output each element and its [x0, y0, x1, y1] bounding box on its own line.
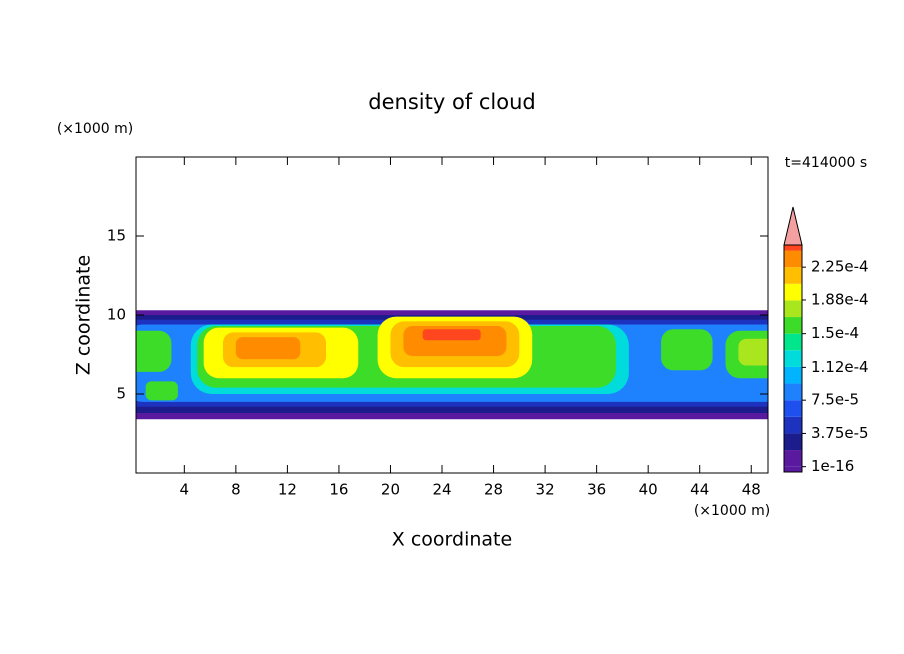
- contour-field: [136, 310, 768, 420]
- colorbar-bin: [784, 267, 802, 284]
- x-tick-label: 28: [484, 481, 503, 499]
- colorbar-frame: [783, 244, 803, 473]
- x-tick-label: 44: [690, 481, 709, 499]
- colorbar-bin: [784, 350, 802, 367]
- colorbar-bin: [784, 300, 802, 318]
- colorbar-tick-label: 2.25e-4: [811, 258, 869, 276]
- x-tick-label: 20: [381, 481, 400, 499]
- colorbar-bin: [784, 317, 802, 334]
- y-tick-label: 10: [107, 306, 126, 324]
- colorbar-tick-label: 3.75e-5: [811, 424, 869, 442]
- x-tick-label: 32: [536, 481, 555, 499]
- contour-fill: [661, 329, 713, 371]
- colorbar: 1e-16 3.75e-5 7.5e-5 1.12e-4 1.5e-4 1.88e-4 2.…: [783, 206, 869, 475]
- x-tick-label: 48: [742, 481, 761, 499]
- y-axis-label: Z coordinate: [73, 255, 95, 375]
- y-tick-label: 5: [116, 385, 126, 403]
- x-tick-label: 12: [278, 481, 297, 499]
- x-tick-label: 16: [329, 481, 348, 499]
- colorbar-bin: [784, 450, 802, 467]
- contour-fill: [738, 338, 768, 366]
- y-tick-label: 15: [107, 227, 126, 245]
- chart-title: density of cloud: [368, 90, 535, 114]
- x-tick-label: 40: [639, 481, 658, 499]
- colorbar-bin: [784, 400, 802, 417]
- colorbar-bin: [784, 283, 802, 301]
- x-unit: (×1000 m): [694, 503, 770, 519]
- colorbar-tick-label: 1.88e-4: [811, 290, 869, 308]
- x-tick-label: 8: [231, 481, 241, 499]
- colorbar-bin: [784, 416, 802, 434]
- y-unit: (×1000 m): [57, 121, 133, 137]
- contour-fill: [136, 330, 172, 372]
- contour-fill: [235, 337, 301, 360]
- contour-fill: [145, 381, 178, 401]
- colorbar-tick-label: 7.5e-5: [811, 391, 859, 409]
- colorbar-bin: [784, 250, 802, 268]
- colorbar-tick-label: 1.12e-4: [811, 358, 869, 376]
- x-tick-label: 24: [432, 481, 451, 499]
- x-axis-label: X coordinate: [392, 529, 512, 551]
- x-tick-label: 36: [587, 481, 606, 499]
- x-tick-label: 4: [180, 481, 190, 499]
- colorbar-bin: [784, 466, 802, 472]
- colorbar-tick-label: 1e-16: [811, 457, 854, 475]
- colorbar-bin: [784, 433, 802, 451]
- colorbar-tick-label: 1.5e-4: [811, 324, 859, 342]
- colorbar-extend: [783, 206, 803, 246]
- colorbar-bin: [784, 366, 802, 384]
- colorbar-bin: [784, 245, 802, 251]
- colorbar-bin: [784, 383, 802, 401]
- annotation: t=414000 s: [785, 155, 867, 171]
- contour-fill: [422, 329, 481, 341]
- colorbar-bin: [784, 333, 802, 351]
